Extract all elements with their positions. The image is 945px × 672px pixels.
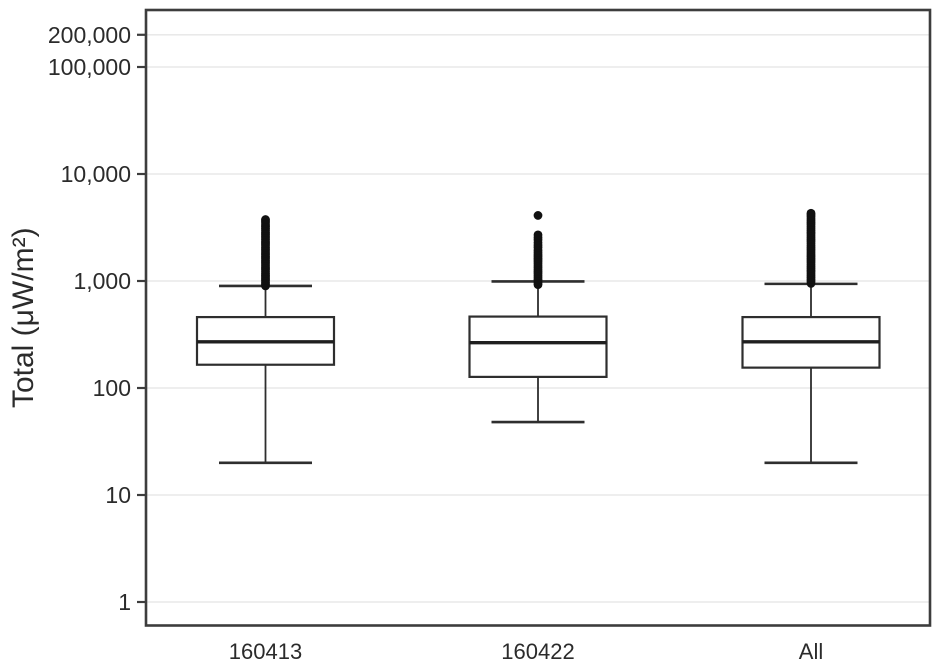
y-tick-label: 200,000	[48, 22, 131, 48]
box-group-160413	[195, 215, 336, 465]
y-tick-label: 10	[105, 482, 131, 508]
iqr-box	[468, 315, 608, 378]
x-category-label-All: All	[799, 639, 823, 664]
plot-frame	[144, 8, 932, 627]
y-axis-title: Total (μW/m²)	[7, 227, 40, 408]
outlier-dot	[806, 208, 816, 218]
outlier-dot	[533, 211, 543, 220]
y-tick-label: 100	[93, 375, 131, 401]
outlier-dot	[261, 215, 270, 224]
box-group-160422	[468, 211, 608, 424]
box-group-All	[741, 208, 881, 465]
outlier-dot	[533, 230, 543, 240]
y-tick-label: 100,000	[48, 54, 131, 80]
y-tick-label: 1,000	[73, 268, 131, 294]
x-category-label-160422: 160422	[501, 639, 574, 664]
y-tick-label: 1	[118, 589, 131, 615]
x-category-label-160413: 160413	[229, 639, 302, 664]
y-tick-label: 10,000	[61, 161, 131, 187]
